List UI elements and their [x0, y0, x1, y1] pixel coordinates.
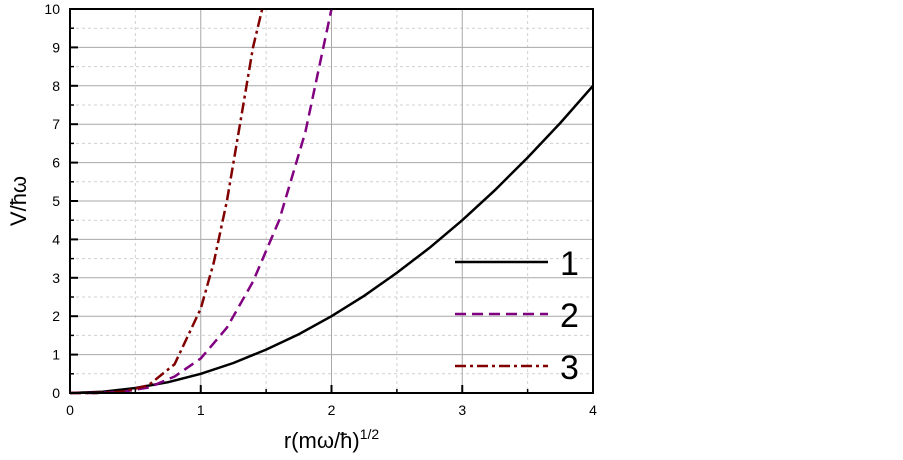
y-tick-label: 7	[52, 116, 60, 132]
y-tick-label: 2	[52, 308, 60, 324]
x-axis-title-main: r(mω/ħ)	[284, 428, 360, 453]
y-tick-label: 0	[52, 385, 60, 401]
y-tick-label: 1	[52, 347, 60, 363]
x-tick-label: 1	[197, 402, 205, 418]
y-tick-label: 9	[52, 39, 60, 55]
y-tick-label: 10	[44, 1, 60, 17]
legend-label-3: 3	[560, 349, 579, 387]
y-tick-label: 6	[52, 155, 60, 171]
y-tick-label: 8	[52, 78, 60, 94]
x-axis-title-sup: 1/2	[360, 426, 380, 442]
x-axis-title: r(mω/ħ)1/2	[284, 426, 380, 453]
y-tick-label: 4	[52, 231, 60, 247]
legend-label-1: 1	[560, 245, 579, 283]
y-axis-title: V/ħω	[6, 176, 31, 226]
y-tick-label: 3	[52, 270, 60, 286]
x-tick-label: 0	[66, 402, 74, 418]
x-tick-label: 2	[328, 402, 336, 418]
grid	[69, 8, 594, 394]
x-tick-label: 3	[458, 402, 466, 418]
y-tick-label: 5	[52, 193, 60, 209]
legend: 1 2 3	[455, 245, 579, 387]
x-tick-label: 4	[589, 402, 597, 418]
legend-label-2: 2	[560, 297, 579, 335]
